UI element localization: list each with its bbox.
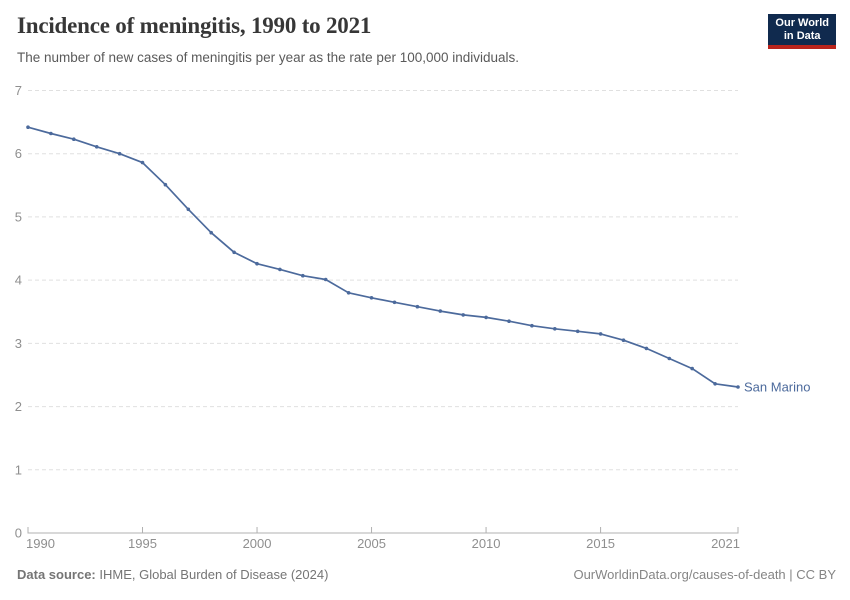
series-point: [186, 207, 191, 212]
x-axis-tick-label: 1995: [128, 536, 157, 551]
chart-subtitle: The number of new cases of meningitis pe…: [17, 50, 520, 65]
series-point: [484, 315, 488, 320]
x-axis-tick-label: 2005: [357, 536, 386, 551]
data-source-label: Data source:: [17, 567, 96, 582]
data-source: Data source: IHME, Global Burden of Dise…: [17, 567, 328, 582]
owid-logo-line1: Our World: [775, 17, 829, 29]
y-axis-tick-label: 5: [15, 209, 22, 224]
chart-footer: Data source: IHME, Global Burden of Dise…: [17, 567, 836, 582]
series-point: [72, 137, 76, 141]
x-axis-tick-label: 1990: [26, 536, 55, 551]
series-point: [369, 296, 374, 300]
series-point: [392, 300, 397, 305]
owid-logo-line2: in Data: [783, 30, 821, 42]
series-point: [301, 273, 305, 278]
y-axis-tick-label: 3: [15, 336, 22, 351]
y-axis-tick-label: 1: [15, 462, 22, 477]
series-point: [232, 250, 236, 255]
series-point: [736, 385, 740, 389]
series-point: [255, 261, 259, 266]
x-axis-tick-label: 2015: [586, 536, 615, 551]
page-title: Incidence of meningitis, 1990 to 2021: [17, 13, 372, 38]
owid-logo[interactable]: Our World in Data: [768, 14, 836, 49]
series-point: [438, 309, 443, 313]
y-axis-tick-label: 2: [15, 399, 22, 414]
series-point: [461, 313, 466, 317]
series-point: [323, 277, 328, 282]
y-axis-tick-label: 6: [15, 146, 22, 161]
series-point: [140, 160, 145, 165]
series-point: [507, 319, 511, 324]
series-point: [713, 382, 717, 386]
series-point: [644, 346, 649, 351]
series-point: [621, 338, 626, 343]
x-axis-tick-label: 2000: [243, 536, 272, 551]
series-point: [209, 230, 213, 235]
y-axis-tick-label: 7: [15, 83, 22, 98]
x-axis-tick-label: 2021: [711, 536, 740, 551]
y-axis-tick-label: 4: [15, 273, 22, 288]
series-point: [690, 366, 694, 371]
series-point: [667, 356, 672, 361]
series-point: [598, 332, 603, 336]
series-point: [553, 327, 557, 331]
series-point: [94, 145, 99, 149]
license-link[interactable]: OurWorldinData.org/causes-of-death | CC …: [573, 567, 836, 582]
series-point: [346, 291, 351, 295]
series-point: [49, 131, 53, 136]
series-point: [26, 125, 30, 129]
series-end-label[interactable]: San Marino: [744, 379, 810, 394]
series-point: [415, 304, 420, 309]
series-point: [530, 323, 534, 328]
series-point: [163, 182, 168, 187]
series-line: [27, 126, 739, 388]
data-source-text: IHME, Global Burden of Disease (2024): [99, 567, 329, 582]
x-axis-tick-label: 2010: [472, 536, 501, 551]
series-point: [575, 329, 580, 334]
series-point: [117, 151, 122, 156]
y-axis-tick-label: 0: [15, 526, 22, 541]
series-point: [278, 267, 282, 272]
